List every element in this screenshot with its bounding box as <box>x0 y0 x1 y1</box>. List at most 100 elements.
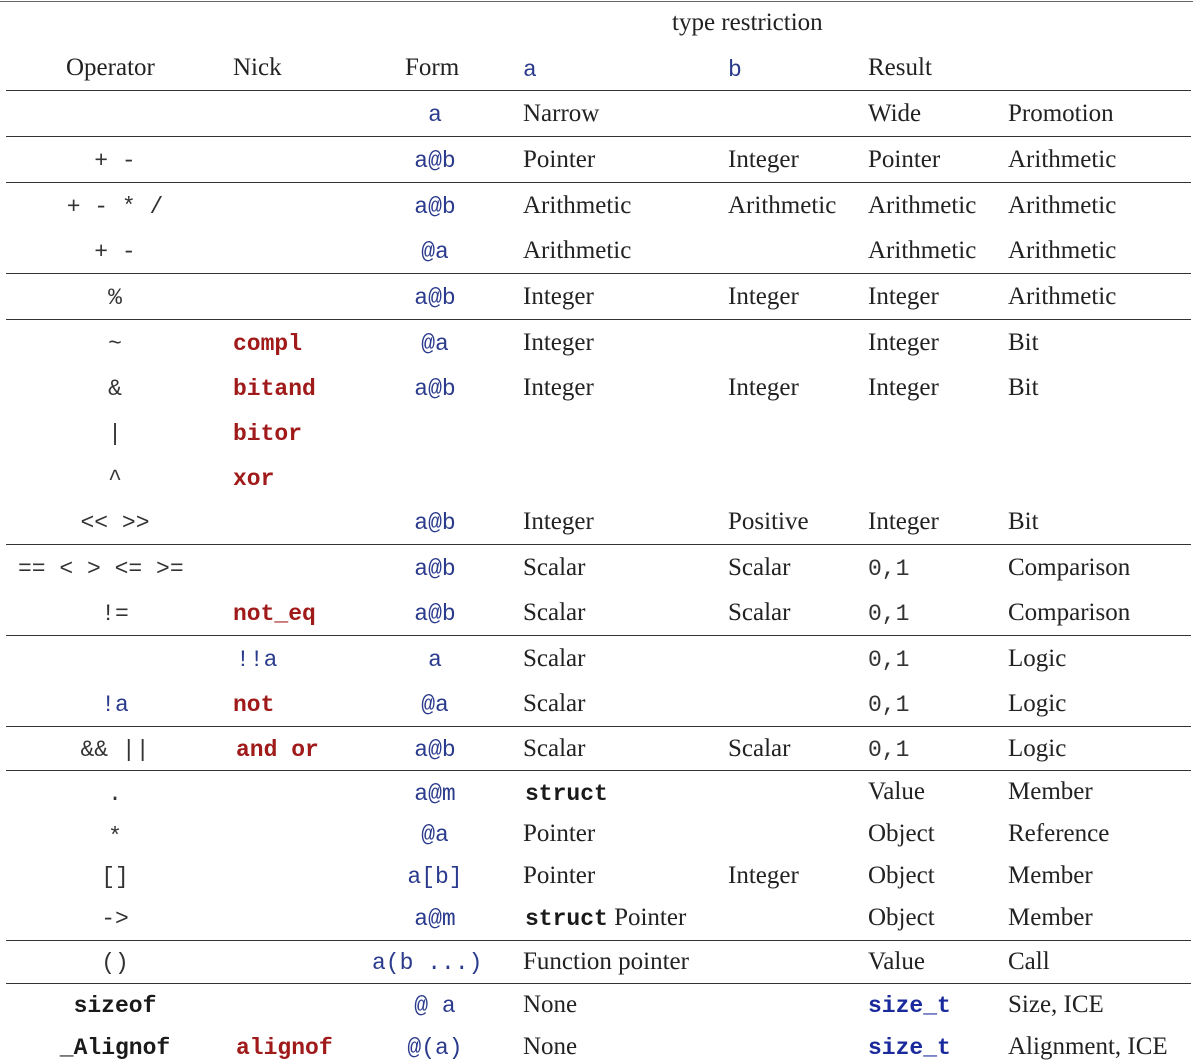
a-header: a <box>523 57 537 83</box>
operator-cell: . <box>108 781 122 807</box>
a-type-cell: Scalar <box>523 554 586 581</box>
kind-cell: Arithmetic <box>1008 192 1117 219</box>
kind-cell: Arithmetic <box>1008 237 1117 264</box>
result-cell: Object <box>868 820 935 847</box>
operator-cell: != <box>101 601 129 627</box>
row-rule <box>6 635 1191 636</box>
a-type-cell: Function pointer <box>523 948 689 975</box>
form-cell: @ a <box>414 993 456 1019</box>
b-header: b <box>728 57 742 83</box>
a-type-cell: struct <box>525 781 608 807</box>
row-rule <box>6 182 1191 183</box>
b-type-cell: Arithmetic <box>728 192 837 219</box>
result-cell: Pointer <box>868 146 941 173</box>
result-cell: 0,1 <box>868 556 910 582</box>
a-type-cell: Integer <box>523 329 594 356</box>
row-rule <box>6 940 1191 941</box>
kind-cell: Promotion <box>1008 100 1114 127</box>
row-rule <box>6 726 1191 727</box>
nick-cell: !!a <box>236 647 278 673</box>
operator-cell: + - <box>94 239 136 265</box>
a-type-cell: Integer <box>523 283 594 310</box>
result-cell: Integer <box>868 374 939 401</box>
operator-cell: () <box>101 950 129 976</box>
a-type-cell: Scalar <box>523 735 586 762</box>
result-cell: 0,1 <box>868 601 910 627</box>
form-cell: @a <box>421 331 449 357</box>
a-type-cell: Scalar <box>523 645 586 672</box>
result-cell: 0,1 <box>868 737 910 763</box>
form-cell: a@m <box>414 781 456 807</box>
kind-cell: Reference <box>1008 820 1110 847</box>
result-header: Result <box>868 54 932 81</box>
nick-cell: not <box>233 692 275 718</box>
b-type-cell: Integer <box>728 283 799 310</box>
form-cell: @a <box>421 692 449 718</box>
nick-cell: xor <box>233 466 275 492</box>
nick-cell: compl <box>233 331 303 357</box>
operator-cell: sizeof <box>73 993 157 1019</box>
form-cell: a@b <box>414 510 456 536</box>
a-type-cell: Pointer <box>523 146 596 173</box>
type-restriction-header: type restriction <box>672 9 823 36</box>
kind-cell: Logic <box>1008 690 1067 717</box>
form-cell: a@m <box>414 906 456 932</box>
kind-cell: Arithmetic <box>1008 283 1117 310</box>
result-cell: Value <box>868 948 925 975</box>
form-cell: a[b] <box>407 864 463 890</box>
operator-cell: ^ <box>108 466 122 492</box>
operator-cell: * <box>108 824 122 850</box>
nick-cell: bitand <box>233 376 316 402</box>
b-type-cell: Scalar <box>728 735 791 762</box>
a-type-cell: Integer <box>523 374 594 401</box>
kind-cell: Bit <box>1008 508 1039 535</box>
result-cell: 0,1 <box>868 647 910 673</box>
result-cell: size_t <box>868 1035 951 1061</box>
result-cell: Arithmetic <box>868 192 977 219</box>
a-type-cell: Scalar <box>523 690 586 717</box>
a-type-cell: Integer <box>523 508 594 535</box>
header-rule <box>6 90 1191 91</box>
kind-cell: Member <box>1008 862 1093 889</box>
result-cell: Integer <box>868 283 939 310</box>
a-type-cell: Arithmetic <box>523 192 632 219</box>
row-rule <box>6 319 1191 320</box>
form-cell: a@b <box>414 556 456 582</box>
operator-cell: && || <box>80 737 150 763</box>
form-cell: a@b <box>414 737 456 763</box>
kind-cell: Bit <box>1008 374 1039 401</box>
a-type-cell: Narrow <box>523 100 600 127</box>
result-cell: Object <box>868 862 935 889</box>
a-type-cell: None <box>523 1033 578 1060</box>
kind-cell: Comparison <box>1008 599 1131 626</box>
operator-cell: & <box>108 376 122 402</box>
kind-cell: Bit <box>1008 329 1039 356</box>
kind-cell: Member <box>1008 904 1093 931</box>
table-top-rule <box>0 1 1193 2</box>
operator-cell: -> <box>101 906 129 932</box>
form-cell: a@b <box>414 376 456 402</box>
b-type-cell: Integer <box>728 146 799 173</box>
row-rule <box>6 136 1191 137</box>
result-cell: size_t <box>868 993 951 1019</box>
form-cell: a <box>428 647 442 673</box>
form-cell: @a <box>421 822 449 848</box>
row-rule <box>6 544 1191 545</box>
result-cell: 0,1 <box>868 692 910 718</box>
operator-cell: | <box>108 421 122 447</box>
kind-cell: Arithmetic <box>1008 146 1117 173</box>
a-type-cell: Arithmetic <box>523 237 632 264</box>
kind-cell: Size, ICE <box>1008 991 1104 1018</box>
kind-cell: Alignment, ICE <box>1008 1033 1168 1060</box>
a-type-cell: Pointer <box>523 820 596 847</box>
b-type-cell: Integer <box>728 374 799 401</box>
kind-cell: Logic <box>1008 645 1067 672</box>
b-type-cell: Integer <box>728 862 799 889</box>
form-cell: a@b <box>414 285 456 311</box>
operator-cell: [] <box>101 864 129 890</box>
struct-keyword: struct <box>525 906 608 932</box>
a-type-cell: Pointer <box>523 862 596 889</box>
operator-cell: + - * / <box>66 194 164 220</box>
b-type-cell: Scalar <box>728 599 791 626</box>
operator-cell: ~ <box>108 331 122 357</box>
